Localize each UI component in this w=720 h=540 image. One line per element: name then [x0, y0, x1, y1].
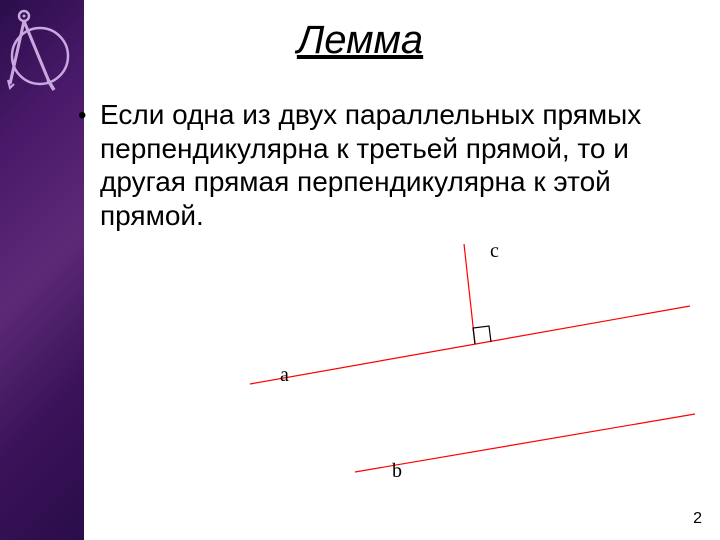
- label-b: b: [392, 460, 402, 483]
- label-a: a: [280, 364, 289, 387]
- page-number: 2: [693, 510, 702, 528]
- label-c: c: [490, 240, 499, 263]
- decorative-sidebar: [0, 0, 84, 540]
- diagram-svg: [240, 244, 700, 504]
- line-b: [355, 414, 695, 472]
- body-text: • Если одна из двух параллельных прямых …: [100, 98, 690, 232]
- body-content: Если одна из двух параллельных прямых пе…: [100, 99, 641, 231]
- slide-title: Лемма: [0, 18, 720, 63]
- geometry-diagram: c a b: [240, 244, 700, 504]
- line-a: [250, 306, 690, 384]
- bullet: •: [78, 102, 86, 131]
